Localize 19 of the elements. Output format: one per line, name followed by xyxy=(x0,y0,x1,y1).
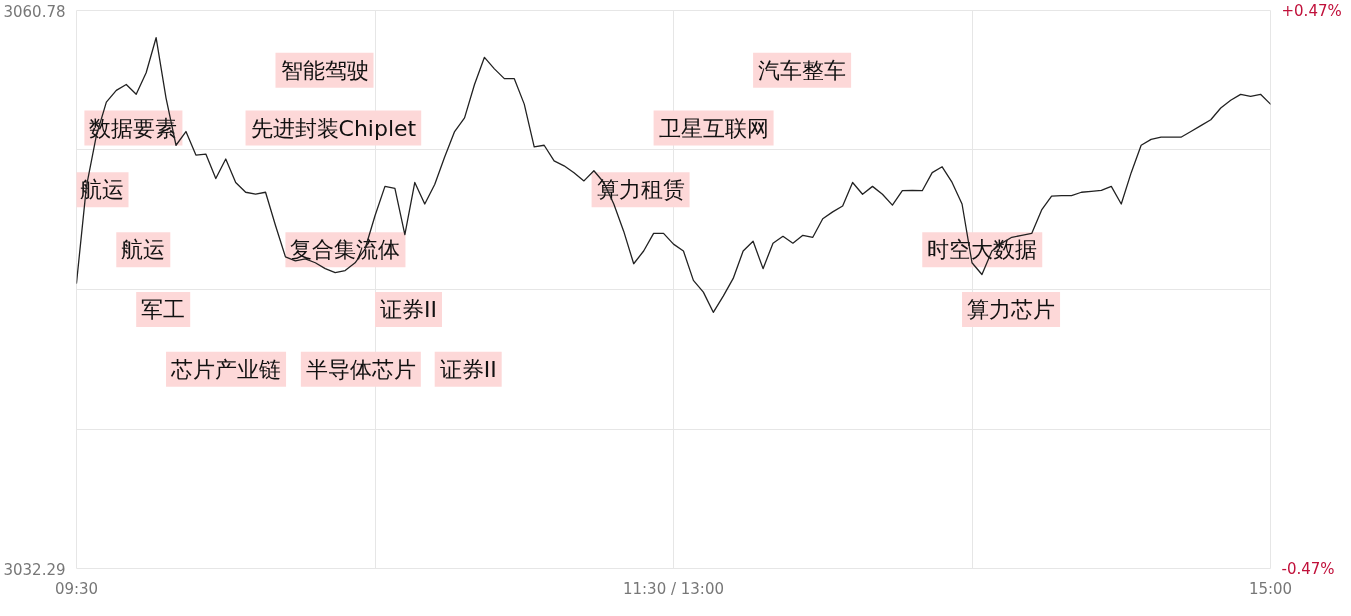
annotation: 卫星互联网 xyxy=(658,115,769,141)
annotation: 证券II xyxy=(439,356,497,382)
annotation: 证券II xyxy=(380,296,437,322)
annotation: 时空大数据 xyxy=(927,237,1038,263)
annotation: 航运 xyxy=(121,237,166,263)
annotation: 算力芯片 xyxy=(967,296,1056,322)
x-tick-label: 09:30 xyxy=(54,579,99,598)
x-tick-label: 15:00 xyxy=(1248,579,1293,598)
annotation: 汽车整车 xyxy=(758,57,847,83)
y2-tick-label: +0.47% xyxy=(1281,1,1342,20)
x-tick-label: 11:30 / 13:00 xyxy=(622,579,725,598)
y-tick-label: 3060.78 xyxy=(3,2,66,21)
y-tick-label: 3032.29 xyxy=(3,560,66,579)
annotation: 军工 xyxy=(141,296,186,322)
annotation: 先进封装Chiplet xyxy=(250,115,417,141)
y2-tick-label: -0.47% xyxy=(1281,559,1335,578)
annotation: 半导体芯片 xyxy=(305,356,416,382)
annotation: 智能驾驶 xyxy=(280,57,369,83)
annotation: 芯片产业链 xyxy=(170,356,282,382)
